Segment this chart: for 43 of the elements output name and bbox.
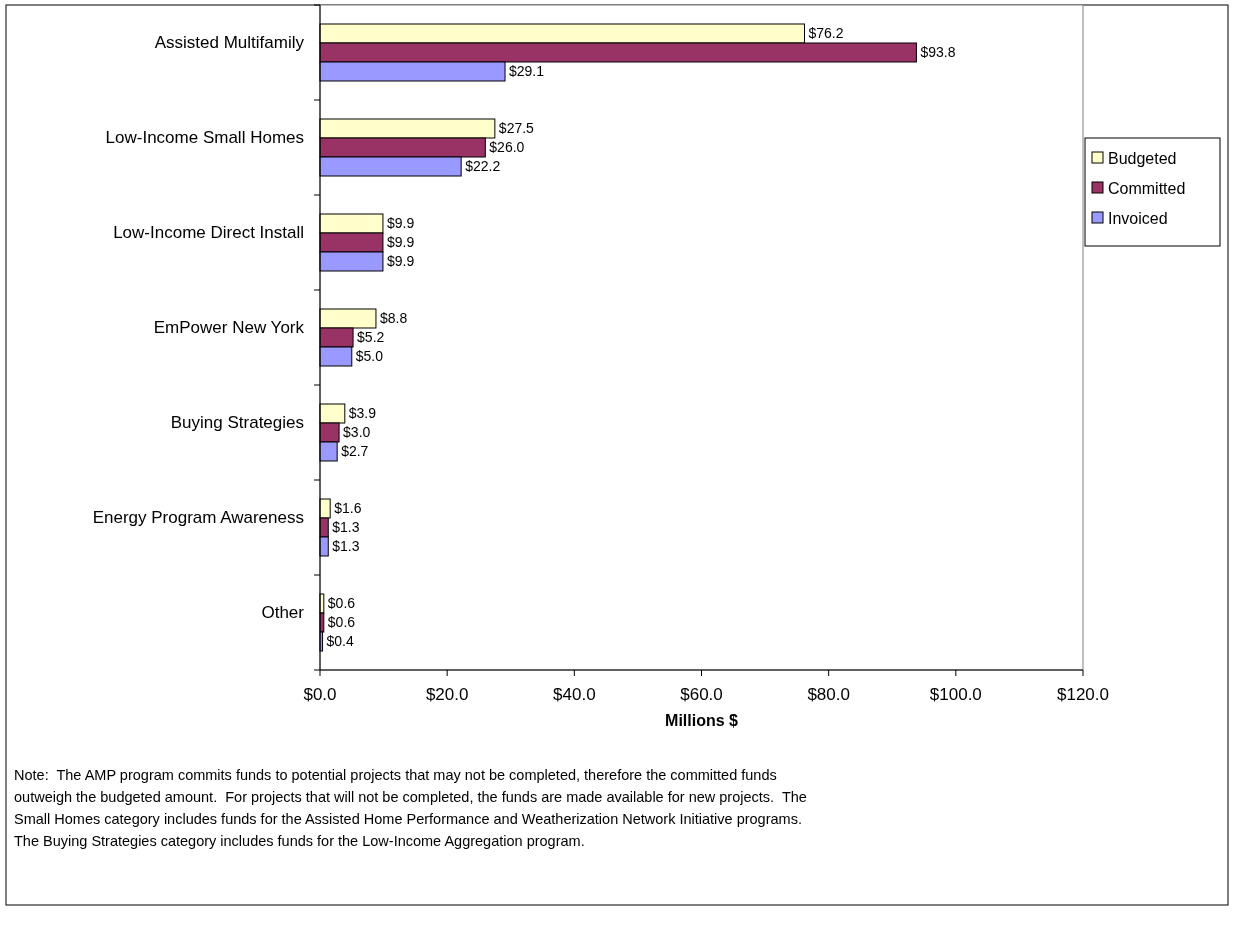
x-tick-label: $80.0: [807, 684, 850, 704]
y-tick-label: Assisted Multifamily: [154, 33, 305, 53]
x-tick-label: $60.0: [680, 684, 723, 704]
data-label: $93.8: [920, 44, 956, 61]
y-tick-label: Energy Program Awareness: [92, 508, 304, 528]
data-label: $0.6: [327, 595, 356, 612]
legend-label: Budgeted: [1108, 149, 1177, 167]
y-tick-label: Buying Strategies: [170, 413, 304, 433]
data-label: $5.0: [355, 348, 384, 365]
data-label: $26.0: [489, 139, 525, 156]
data-label: $0.4: [326, 633, 355, 650]
y-tick-label: Other: [261, 603, 305, 623]
data-label: $3.9: [348, 405, 377, 422]
data-label: $9.9: [386, 234, 415, 251]
data-label: $0.6: [327, 614, 356, 631]
x-tick-label: $40.0: [553, 684, 596, 704]
data-label: $5.2: [357, 329, 385, 346]
x-tick-label: $20.0: [425, 684, 469, 704]
data-label: $2.7: [341, 443, 369, 460]
data-label: $1.3: [332, 519, 360, 536]
y-tick-label: EmPower New York: [153, 318, 305, 338]
data-label: $27.5: [498, 120, 535, 137]
x-tick-label: $0.0: [303, 684, 337, 704]
data-label: $8.8: [379, 310, 408, 327]
text: Small Homes category includes funds for the Assisted Home Performance and Weatherization Network Initiative programs.: [14, 811, 802, 828]
data-label: $1.3: [332, 538, 360, 555]
text: Note: The AMP program commits funds to potential projects that may not be completed, therefore the committed funds: [14, 767, 777, 784]
legend-label: Invoiced: [1108, 209, 1168, 227]
data-label: $76.2: [808, 25, 844, 42]
x-tick-label: $120.0: [1057, 684, 1109, 704]
data-label: $1.6: [334, 500, 362, 517]
y-tick-label: Low-Income Small Homes: [105, 128, 304, 148]
x-axis-title: Millions $: [665, 711, 739, 729]
data-label: $9.9: [386, 215, 415, 232]
legend-label: Committed: [1108, 179, 1186, 197]
x-tick-label: $100.0: [929, 684, 982, 704]
data-label: $9.9: [386, 253, 415, 270]
text: The Buying Strategies category includes funds for the Low-Income Aggregation program.: [14, 833, 585, 850]
data-label: $22.2: [465, 158, 501, 175]
data-label: $3.0: [343, 424, 371, 441]
y-tick-label: Low-Income Direct Install: [113, 223, 304, 243]
text: outweigh the budgeted amount. For projects that will not be completed, the funds are made available for new projects. The: [14, 789, 807, 806]
data-label: $29.1: [509, 63, 545, 80]
